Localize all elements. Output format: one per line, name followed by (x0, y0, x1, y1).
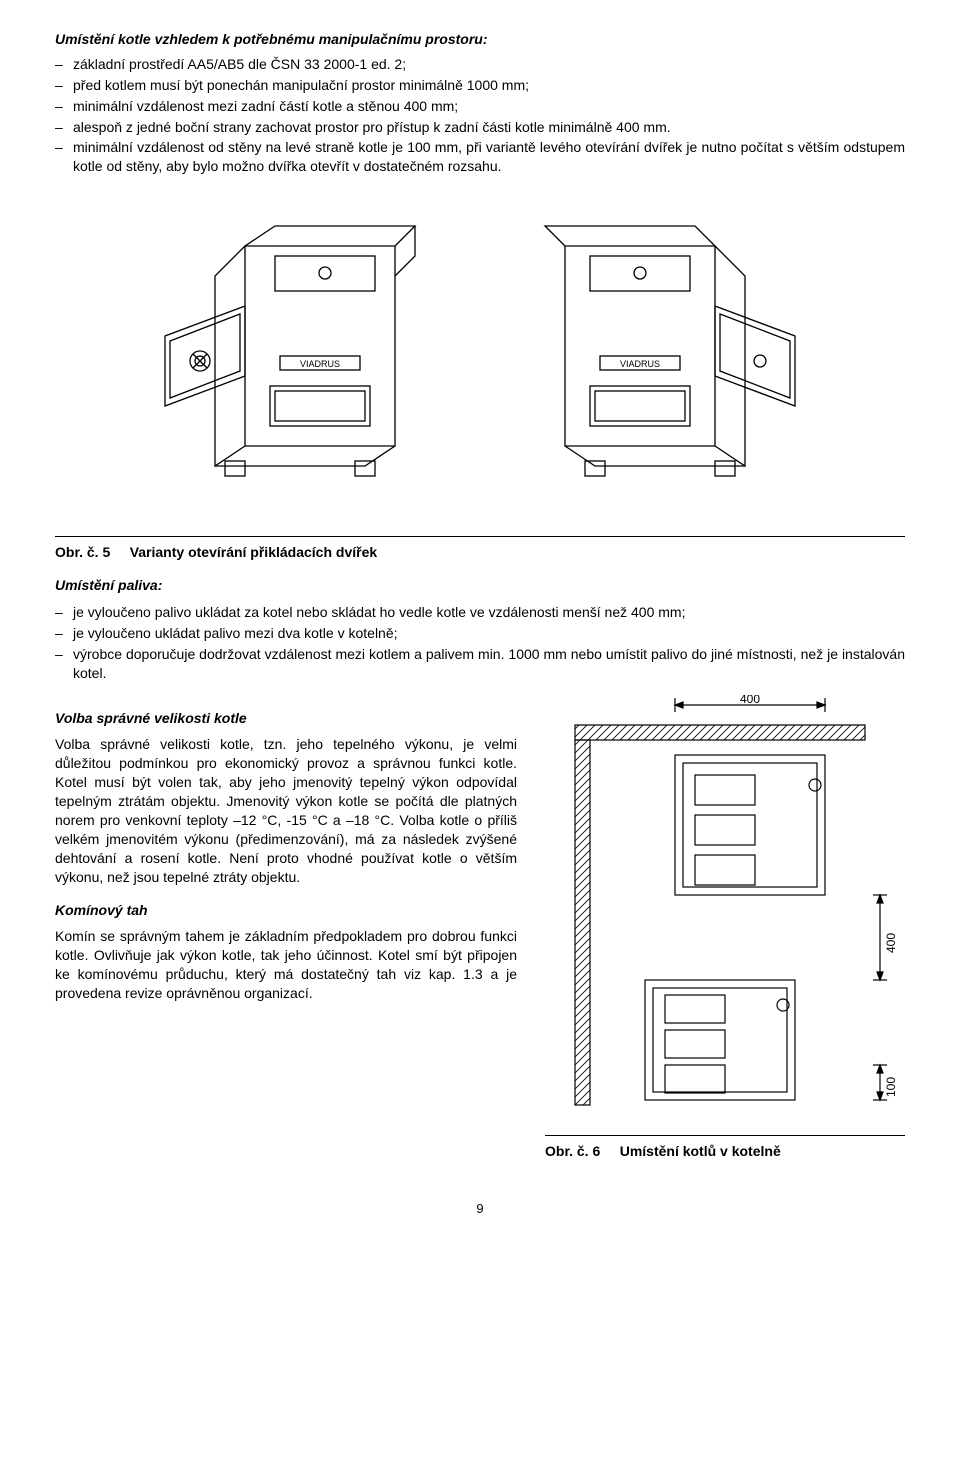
list-item: –minimální vzdálenost mezi zadní částí k… (55, 97, 905, 116)
page-number: 9 (55, 1200, 905, 1218)
figure-label: Obr. č. 6 (545, 1143, 600, 1159)
figure-5-row: VIADRUS VIADRUS (55, 206, 905, 496)
right-column: 400 400 100 Obr. č. 6 Umístění kotlů v k… (545, 695, 905, 1161)
list-item-text: výrobce doporučuje dodržovat vzdálenost … (73, 645, 905, 683)
list-item: –před kotlem musí být ponechán manipulač… (55, 76, 905, 95)
figure-title: Umístění kotlů v kotelně (620, 1143, 781, 1159)
list-item-text: minimální vzdálenost od stěny na levé st… (73, 138, 905, 176)
chimney-text: Komín se správným tahem je základním pře… (55, 927, 517, 1003)
figure-6-caption: Obr. č. 6 Umístění kotlů v kotelně (545, 1142, 905, 1161)
list-item: –výrobce doporučuje dodržovat vzdálenost… (55, 645, 905, 683)
dim-mid-label: 400 (884, 932, 898, 952)
list-item-text: alespoň z jedné boční strany zachovat pr… (73, 118, 905, 137)
dim-top-label: 400 (740, 695, 760, 706)
list-item-text: základní prostředí AA5/AB5 dle ČSN 33 20… (73, 55, 905, 74)
figure-6-plan-icon: 400 400 100 (545, 695, 905, 1135)
boiler-right-icon: VIADRUS (535, 206, 835, 496)
size-text: Volba správné velikosti kotle, tzn. jeho… (55, 735, 517, 886)
list-item-text: před kotlem musí být ponechán manipulačn… (73, 76, 905, 95)
list-item-text: je vyloučeno palivo ukládat za kotel neb… (73, 603, 905, 622)
list-item: –minimální vzdálenost od stěny na levé s… (55, 138, 905, 176)
svg-text:VIADRUS: VIADRUS (620, 359, 660, 369)
figure-label: Obr. č. 5 (55, 544, 110, 560)
size-title: Volba správné velikosti kotle (55, 709, 517, 728)
dim-bottom-label: 100 (884, 1076, 898, 1096)
list-item: –je vyloučeno ukládat palivo mezi dva ko… (55, 624, 905, 643)
list-item-text: minimální vzdálenost mezi zadní částí ko… (73, 97, 905, 116)
boiler-left-icon: VIADRUS (125, 206, 425, 496)
placement-list: –základní prostředí AA5/AB5 dle ČSN 33 2… (55, 55, 905, 176)
left-column: Volba správné velikosti kotle Volba sprá… (55, 695, 517, 1161)
list-item-text: je vyloučeno ukládat palivo mezi dva kot… (73, 624, 905, 643)
figure-title: Varianty otevírání přikládacích dvířek (130, 544, 377, 560)
two-column-block: Volba správné velikosti kotle Volba sprá… (55, 695, 905, 1161)
heading-placement: Umístění kotle vzhledem k potřebnému man… (55, 30, 905, 49)
list-item: –alespoň z jedné boční strany zachovat p… (55, 118, 905, 137)
heading-fuel: Umístění paliva: (55, 576, 905, 595)
figure-5-caption: Obr. č. 5 Varianty otevírání přikládacíc… (55, 536, 905, 562)
chimney-title: Komínový tah (55, 901, 517, 920)
fuel-list: –je vyloučeno palivo ukládat za kotel ne… (55, 603, 905, 683)
list-item: –základní prostředí AA5/AB5 dle ČSN 33 2… (55, 55, 905, 74)
list-item: –je vyloučeno palivo ukládat za kotel ne… (55, 603, 905, 622)
svg-text:VIADRUS: VIADRUS (300, 359, 340, 369)
